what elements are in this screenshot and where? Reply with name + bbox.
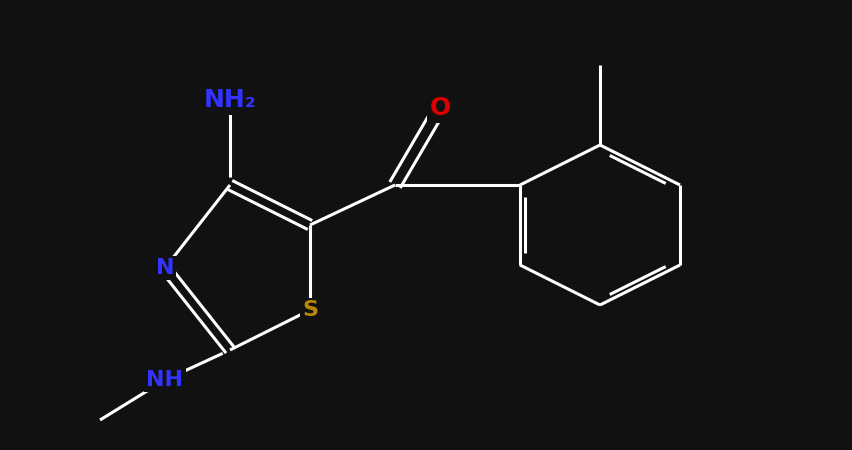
Text: O: O [429, 96, 451, 120]
Text: NH₂: NH₂ [204, 88, 256, 112]
Text: N: N [156, 258, 175, 278]
Text: S: S [302, 300, 318, 320]
Text: NH: NH [147, 370, 183, 390]
